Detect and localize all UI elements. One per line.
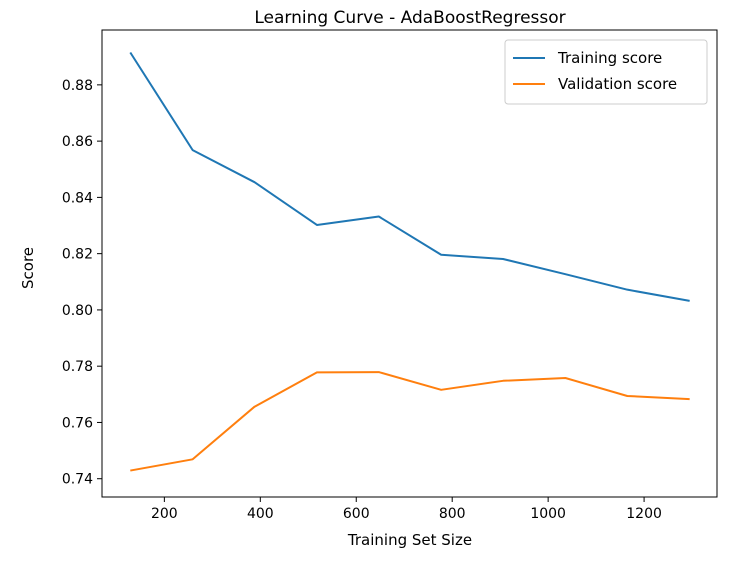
x-tick-label: 600	[343, 506, 370, 522]
x-tick-label: 1200	[626, 506, 662, 522]
x-tick-label: 1000	[530, 506, 566, 522]
x-tick-label: 400	[247, 506, 274, 522]
series-layer	[129, 51, 690, 472]
y-tick-label: 0.88	[62, 78, 93, 94]
series-line-training-score	[129, 51, 690, 302]
y-axis-ticks: 0.74 0.76 0.78 0.80 0.82 0.84 0.86 0.88	[62, 78, 102, 488]
y-tick-label: 0.76	[62, 415, 93, 431]
y-axis-label: Score	[19, 247, 37, 289]
legend-label: Validation score	[558, 75, 677, 93]
y-tick-label: 0.82	[62, 247, 93, 263]
y-tick-label: 0.80	[62, 303, 93, 319]
legend-box	[504, 39, 708, 105]
chart-title: Learning Curve - AdaBoostRegressor	[254, 8, 565, 28]
plot-area-frame	[101, 29, 718, 498]
y-tick-label: 0.84	[62, 190, 93, 206]
series-line-validation-score	[130, 371, 690, 472]
x-tick-label: 200	[151, 506, 178, 522]
y-tick-label: 0.74	[62, 472, 93, 488]
y-tick-label: 0.78	[62, 359, 93, 375]
x-tick-label: 800	[439, 506, 466, 522]
y-tick-label: 0.86	[62, 134, 93, 150]
legend-label: Training score	[557, 49, 662, 67]
x-axis-label: Training Set Size	[347, 531, 472, 549]
legend: Training score Validation score	[504, 39, 708, 105]
x-axis-ticks: 200 400 600 800 1000 1200	[151, 497, 662, 522]
